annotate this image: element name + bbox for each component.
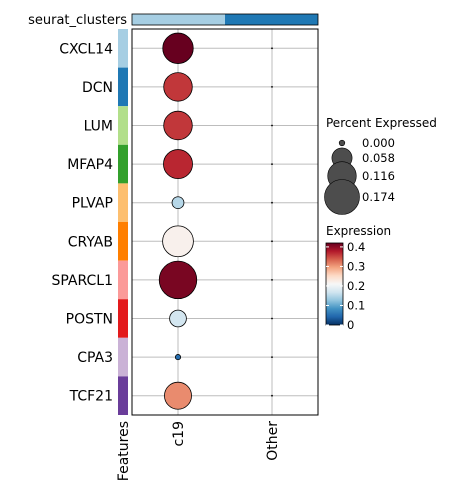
feature-color-strip [118,29,128,415]
feature-strip-cell-DCN [118,67,128,107]
dot-c19-POSTN [169,309,187,328]
dot-Other-LUM [271,124,273,127]
feature-strip-cell-CXCL14 [118,29,128,68]
group-label-c19: c19 [171,421,187,447]
dot-c19-DCN [163,72,193,102]
annotation-cell-Other [225,14,318,25]
dot-c19-CRYAB [162,225,194,258]
annotation-bar-border [131,13,319,26]
feature-label-DCN: DCN [82,80,113,96]
feature-strip-cell-POSTN [118,299,128,338]
group-label-Other: Other [265,421,281,461]
dot-Other-MFAP4 [271,163,273,166]
feature-strip-cell-LUM [118,106,128,145]
feature-label-SPARCL1: SPARCL1 [51,273,113,289]
feature-label-CPA3: CPA3 [77,350,113,366]
dot-Other-SPARCL1 [271,279,273,281]
color-legend-label: 0.3 [347,259,365,273]
size-legend-label: 0.000 [362,136,395,150]
dot-c19-CXCL14 [162,32,194,64]
feature-strip-cell-TCF21 [118,376,128,415]
feature-label-CRYAB: CRYAB [68,234,113,250]
dot-c19-TCF21 [164,381,192,410]
feature-label-POSTN: POSTN [66,312,113,328]
dot-Other-CRYAB [271,240,273,243]
dot-c19-SPARCL1 [158,260,198,300]
feature-strip-cell-PLVAP [118,183,128,222]
dot-c19-LUM [163,110,193,141]
size-legend-label: 0.058 [362,151,395,165]
size-legend-dot [324,179,360,215]
color-legend-label: 0 [347,318,354,332]
dot-Other-DCN [271,86,273,88]
feature-strip-cell-CPA3 [118,337,128,377]
size-legend-label: 0.174 [362,190,395,204]
size-legend-label: 0.116 [362,169,395,183]
feature-strip-cell-CRYAB [118,222,128,261]
color-legend: Expression 0 0.1 0.2 0.3 0.4 [325,224,391,332]
dot-Other-TCF21 [271,394,273,397]
group-tick-labels: c19 Other [171,421,281,461]
feature-strip-cell-MFAP4 [118,144,128,184]
feature-strip-cell-SPARCL1 [118,260,128,300]
color-legend-label: 0.2 [347,279,365,293]
color-legend-label: 0.1 [347,298,365,312]
plot-panel-border [131,28,319,416]
dot-Other-PLVAP [271,201,273,204]
feature-label-CXCL14: CXCL14 [59,41,113,57]
dot-Other-CPA3 [271,356,273,358]
feature-label-TCF21: TCF21 [69,389,113,405]
color-legend-title: Expression [326,224,391,238]
feature-label-PLVAP: PLVAP [72,196,113,212]
dot-Other-CXCL14 [271,47,273,50]
dot-Other-POSTN [271,317,273,320]
grid-lines [132,29,318,415]
dot-c19-CPA3 [174,354,182,361]
cluster-annotation-bar [131,13,319,26]
dot-c19-MFAP4 [163,149,193,180]
dot-c19-PLVAP [171,196,185,210]
feature-label-MFAP4: MFAP4 [67,157,113,173]
dot-marks [158,32,273,410]
size-legend-title: Percent Expressed [326,116,437,130]
feature-tick-labels: CXCL14 DCN LUM MFAP4 PLVAP CRYAB SPARCL1 POSTN C… [51,41,113,404]
x-axis-label: Features [116,421,132,481]
annotation-label: seurat_clusters [28,13,127,28]
color-legend-label: 0.4 [347,240,365,254]
feature-label-LUM: LUM [84,119,113,135]
annotation-cell-c19 [132,14,225,25]
size-legend-dot [338,139,346,147]
color-legend-bar [325,242,344,326]
